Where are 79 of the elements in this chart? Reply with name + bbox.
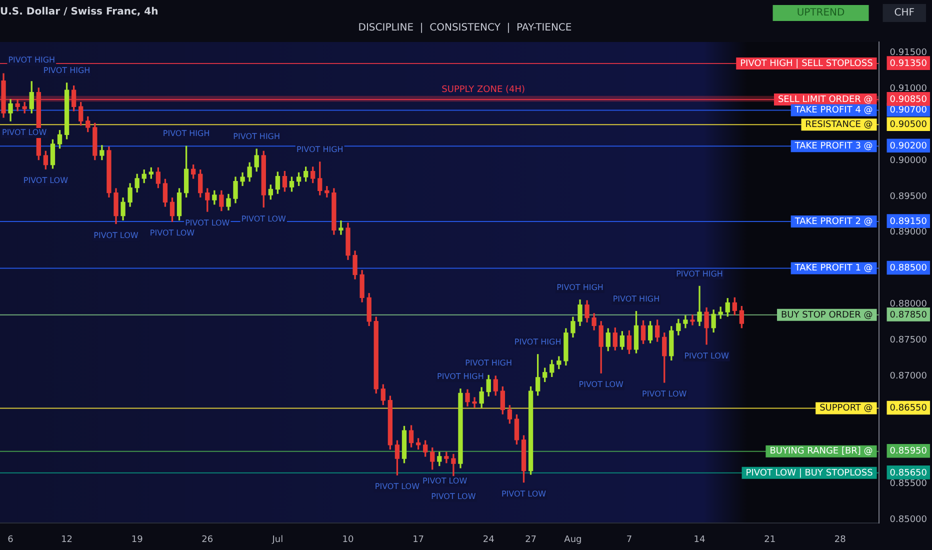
annotation: PIVOT LOW [185,218,230,228]
x-tick-label: 12 [61,534,73,545]
y-tick-label: 0.85000 [890,514,928,525]
ref-line-label: TAKE PROFIT 3 @ [794,141,873,152]
y-tick-label: 0.89150 [890,216,928,227]
annotation: PIVOT LOW [374,482,420,492]
y-tick-label: 0.91350 [890,58,928,69]
x-tick-label: 21 [764,534,776,545]
x-tick-label: 14 [694,534,706,545]
annotation: PIVOT LOW [422,476,468,486]
annotation: PIVOT HIGH [162,129,210,138]
y-tick-label: 0.90850 [890,94,928,105]
y-tick-label: 0.90000 [890,156,928,166]
text: UPTREND [796,8,846,19]
annotation: PIVOT HIGH [43,66,90,76]
annotation: PIVOT LOW [94,230,138,240]
y-tick-label: 0.88000 [890,299,928,310]
ref-line-label: BUYING RANGE [BR] @ [770,446,873,457]
y-tick-label: 0.85500 [890,479,928,490]
y-axis-title: CHF [894,8,915,19]
y-tick-label: 0.85950 [890,446,928,457]
annotation: PIVOT LOW [23,176,68,186]
candlestick [690,314,695,326]
annotation: PIVOT HIGH [612,294,660,304]
y-tick-label: 0.85650 [890,468,928,478]
ref-line-label: PIVOT LOW | BUY STOPLOSS [746,468,874,478]
x-tick-label: 24 [482,534,495,545]
annotation: PIVOT LOW [501,489,546,498]
y-tick-label: 0.88500 [890,264,928,274]
annotation: PIVOT HIGH [296,145,344,154]
ref-line-label: SELL LIMIT ORDER @ [778,94,873,105]
ref-line-label: PIVOT HIGH | SELL STOPLOSS [740,58,874,69]
x-tick-label: 7 [626,534,632,545]
ref-line-label: BUY STOP ORDER @ [781,310,873,320]
y-tick-label: 0.89500 [890,192,928,202]
annotation: PIVOT LOW [578,380,624,390]
annotation: PIVOT LOW [241,214,286,224]
x-tick-label: 28 [834,534,846,545]
x-tick-label: 6 [8,534,14,545]
annotation: PIVOT HIGH [676,269,723,278]
y-tick-label: 0.87500 [890,335,928,346]
y-tick-label: 0.91000 [890,84,928,94]
ref-line-label: RESISTANCE @ [805,120,873,130]
ref-line-label: TAKE PROFIT 2 @ [794,216,873,227]
annotation: PIVOT LOW [642,390,687,399]
x-tick-label: 26 [202,534,214,545]
annotation: PIVOT LOW [684,351,729,360]
x-tick-label: 19 [131,534,144,545]
x-tick-label: 10 [342,534,354,545]
ref-line-label: TAKE PROFIT 4 @ [794,106,873,116]
chart-subtitle: DISCIPLINE | CONSISTENCY | PAY-TIENCE [358,22,572,34]
y-tick-label: 0.87850 [890,310,928,320]
band-label: SUPPLY ZONE (4H) [442,85,526,96]
annotation: PIVOT HIGH [514,338,562,346]
annotation: PIVOT LOW [150,228,195,238]
candlestick [338,220,344,235]
x-tick-label: Jul [271,534,284,545]
x-tick-label: 17 [412,534,424,545]
candlestick [472,397,477,408]
annotation: PIVOT HIGH [465,358,512,368]
y-tick-label: 0.86550 [890,404,928,414]
annotation: PIVOT LOW [2,128,47,138]
y-tick-label: 0.90700 [890,106,928,116]
y-tick-label: 0.89000 [890,228,928,238]
annotation: PIVOT HIGH [437,372,484,381]
annotation: PIVOT HIGH [556,282,604,292]
x-tick-label: Aug [564,534,582,545]
y-tick-label: 0.87000 [890,371,928,382]
annotation: PIVOT LOW [431,492,476,501]
ref-line-label: TAKE PROFIT 1 @ [794,264,873,274]
x-tick-label: 27 [525,534,537,545]
y-tick-label: 0.90200 [890,141,928,152]
annotation: PIVOT HIGH [8,56,56,65]
y-tick-label: 0.90500 [890,120,928,130]
annotation: PIVOT HIGH [233,132,280,142]
chart-title: U.S. Dollar / Swiss Franc, 4h [0,6,158,18]
ref-line-label: SUPPORT @ [820,404,873,414]
candlestick [697,286,702,326]
y-tick-label: 0.91500 [890,48,928,58]
